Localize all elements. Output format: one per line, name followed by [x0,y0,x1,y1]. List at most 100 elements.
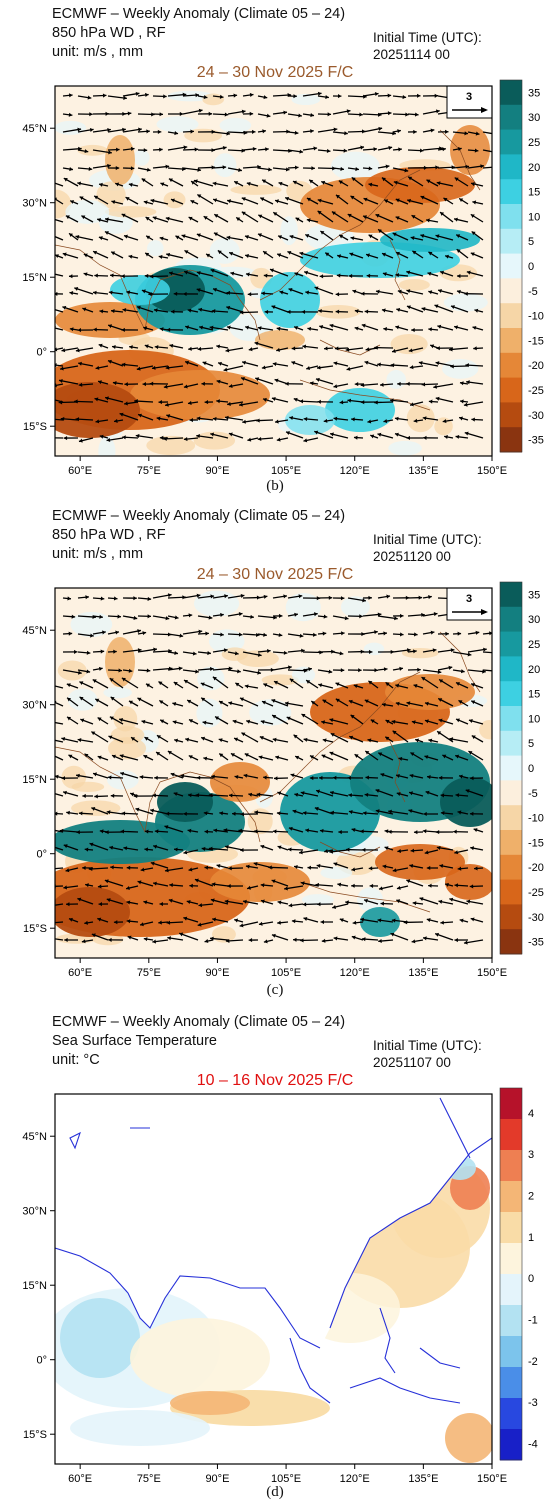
wind-arrowhead [456,234,461,239]
wind-arrowhead [167,936,172,941]
wind-arrowhead [247,885,251,890]
wind-arrowhead [248,792,253,797]
wind-arrowhead [119,412,124,417]
wind-arrowhead [306,218,311,223]
coastline [349,1377,461,1404]
wind-arrowhead [278,235,283,240]
wind-arrowhead [70,200,75,204]
wind-arrowhead [55,774,59,779]
colorbar-swatch [500,104,522,131]
wind-arrowhead [383,418,388,424]
wind-arrowhead [66,810,70,815]
wind-arrowhead [465,789,470,794]
wind-arrowhead [122,435,126,440]
wind-arrowhead [285,167,290,172]
rain-patch [261,674,299,686]
wind-arrowhead [156,735,161,739]
wind-arrowhead [349,252,354,257]
wind-arrowhead [326,148,331,153]
wind-arrowhead [183,384,188,389]
wind-arrowhead [179,932,184,937]
wind-arrowhead [173,682,178,686]
wind-arrowhead [272,715,277,719]
wind-arrowhead [426,218,430,223]
rain-patch [291,93,321,106]
wind-arrowhead [149,381,154,386]
wind-arrowhead [244,235,249,239]
wind-arrowhead [260,899,265,904]
wind-arrowhead [319,274,324,279]
wind-arrowhead [144,273,149,278]
wind-arrowhead [335,698,340,703]
plot-frame [54,587,493,959]
wind-arrowhead [141,289,146,294]
wind-arrowhead [374,630,378,635]
rain-patch [247,808,273,835]
rain-patch [71,800,121,816]
wind-arrowhead [454,217,458,222]
wind-arrowhead [208,615,213,620]
wind-arrowhead [89,112,93,117]
colorbar-label: -15 [528,837,544,849]
wind-arrowhead [463,940,468,945]
wind-arrowhead [246,719,251,724]
wind-arrowhead [68,754,73,759]
wind-arrowhead [260,883,265,888]
wind-arrowhead [271,305,276,310]
colorbar-swatch [500,681,522,707]
wind-arrowhead [216,399,220,404]
wind-arrowhead [430,630,435,635]
wind-arrowhead [394,416,399,421]
wind-arrowhead [263,594,268,599]
colorbar-label: 35 [528,589,540,601]
wind-arrowhead [108,324,113,329]
wind-vectors [47,593,492,945]
wind-arrowhead [203,756,208,761]
wind-arrowhead [397,289,402,294]
wind-arrowhead [195,93,199,98]
wind-arrow [55,701,64,707]
plot-frame [54,85,493,457]
wind-arrow [55,867,64,870]
wind-arrowhead [225,348,230,353]
wind-arrowhead [141,719,146,724]
wind-arrowhead [133,794,138,799]
wind-arrowhead [344,131,348,136]
cool-anomaly [70,1410,210,1446]
rain-patch [113,706,138,732]
lon-label: 60°E [68,465,92,477]
wind-arrowhead [174,131,179,136]
coastline [319,339,381,356]
wind-arrowhead [47,936,51,940]
wind-arrowhead [440,793,445,798]
colorbar-label: 0 [528,261,534,273]
wind-arrowhead [183,291,187,297]
wind-arrowhead [175,235,180,240]
wind-arrowhead [360,383,365,388]
wind-arrow [55,309,64,313]
reference-vector-box [446,85,493,119]
wind-arrowhead [471,231,476,236]
colorbar-frame [499,1087,523,1461]
wind-arrowhead [396,307,401,312]
wind-arrowhead [459,198,464,203]
panel-c: ECMWF – Weekly Anomaly (Climate 05 – 24)… [0,502,550,1008]
wind-arrowhead [307,865,311,870]
wind-arrowhead [159,236,164,241]
wind-arrowhead [146,167,151,172]
wind-arrowhead [241,109,246,114]
wind-arrowhead [385,719,390,724]
wind-arrowhead [428,399,433,404]
wind-arrowhead [97,917,102,922]
wind-arrowhead [83,253,88,258]
rain-patch [219,117,252,134]
wind-arrowhead [150,808,155,813]
colorbar-swatch [500,1243,522,1275]
wind-arrowhead [493,93,497,97]
wind-arrowhead [187,828,192,833]
wind-arrowhead [137,629,141,634]
wind-arrowhead [382,272,387,277]
wind-arrowhead [224,899,229,904]
wind-arrowhead [113,596,118,601]
wind-arrowhead [361,937,366,942]
